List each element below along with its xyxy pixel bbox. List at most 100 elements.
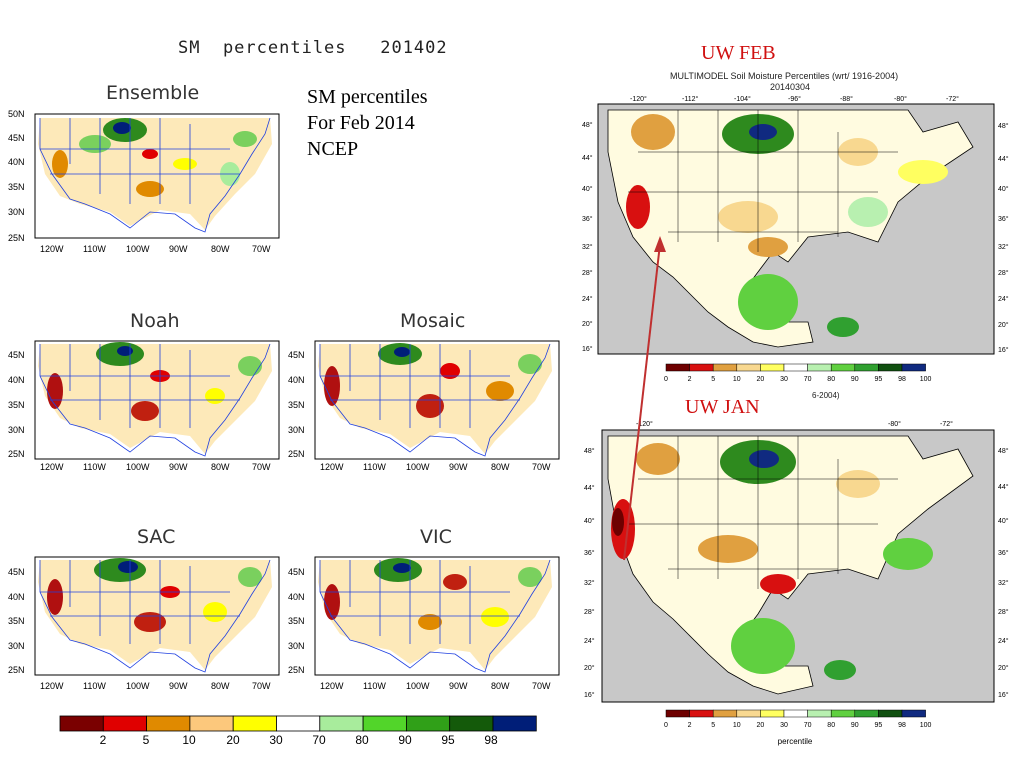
lat-label: 36° — [998, 215, 1009, 223]
legend-label: 80 — [355, 733, 369, 747]
uw-jan-title-fragment: 6-2004) — [812, 391, 840, 400]
lat-label: 40° — [998, 185, 1009, 193]
legend-swatch — [783, 363, 808, 372]
legend-swatches — [665, 709, 926, 718]
lon-label: 90W — [169, 244, 188, 254]
uw-jan-left-lat: 48° 44° 40° 36° 32° 28° 24° 20° 16° — [584, 447, 595, 699]
lon-label: 120W — [320, 681, 344, 691]
legend-label: 90 — [851, 376, 859, 383]
lat-label: 35N — [288, 616, 305, 626]
legend-labels: 0 2 5 10 20 30 70 80 90 95 98 100 — [664, 722, 931, 729]
lat-label: 48° — [998, 122, 1009, 130]
lat-label: 28° — [584, 608, 595, 616]
lon-label: -104° — [734, 95, 751, 103]
uw-feb-boundaries — [628, 110, 898, 252]
legend-swatches — [665, 363, 926, 372]
lon-label: 110W — [83, 462, 106, 472]
noah-state-lines — [39, 343, 271, 457]
caption-line-1: SM percentiles — [307, 86, 428, 108]
lon-label: 100W — [126, 244, 150, 254]
lat-label: 44° — [998, 155, 1009, 163]
uw-feb-map: -120° -112° -104° -96° -88° -80° -72° 48… — [582, 95, 1009, 355]
legend-swatch — [830, 363, 856, 372]
mosaic-state-lines — [319, 343, 551, 457]
uw-jan-top-lon: -120° -80° -72° — [636, 420, 953, 428]
lat-label: 40N — [8, 157, 25, 167]
ensemble-map: 50N 45N 40N 35N 30N 25N 120W 110W 100W 9… — [8, 109, 280, 254]
legend-label: 2 — [100, 733, 107, 747]
panel-title-mosaic: Mosaic — [400, 310, 466, 332]
vic-lat-labels: 45N 40N 35N 30N 25N — [288, 567, 305, 675]
lon-label: 120W — [40, 462, 64, 472]
lon-label: 70W — [252, 462, 271, 472]
lon-label: 90W — [449, 681, 468, 691]
lat-label: 45N — [8, 133, 25, 143]
lat-label: 25N — [8, 665, 25, 675]
legend-label: 98 — [484, 733, 498, 747]
lat-label: 24° — [582, 295, 593, 303]
lon-label: 90W — [169, 462, 188, 472]
uw-feb-left-lat: 48° 44° 40° 36° 32° 28° 24° 20° 16° — [582, 121, 593, 353]
legend-swatch — [760, 363, 785, 372]
lat-label: 30N — [8, 641, 25, 651]
legend-label: 98 — [898, 376, 906, 383]
legend-swatches — [59, 715, 537, 732]
legend-label: 95 — [441, 733, 455, 747]
legend-label: 10 — [182, 733, 196, 747]
lat-label: 25N — [8, 449, 25, 459]
lat-label: 32° — [998, 579, 1009, 587]
arrow-head-icon — [654, 236, 666, 252]
legend-swatch — [830, 709, 856, 718]
lat-label: 44° — [584, 484, 595, 492]
lat-label: 45N — [288, 350, 305, 360]
legend-label: 70 — [804, 376, 812, 383]
lon-label: 120W — [40, 681, 64, 691]
legend-swatch — [854, 709, 879, 718]
sac-state-lines — [39, 559, 271, 673]
uw-jan-right-lat: 48° 44° 40° 36° 32° 28° 24° 20° 16° — [998, 447, 1009, 699]
mosaic-lat-labels: 45N 40N 35N 30N 25N — [288, 350, 305, 459]
caption: SM percentiles For Feb 2014 NCEP — [307, 84, 428, 162]
lat-label: 36° — [998, 549, 1009, 557]
legend-swatch — [807, 363, 832, 372]
lat-label: 44° — [998, 483, 1009, 491]
lon-label: 80W — [211, 462, 230, 472]
lat-label: 20° — [998, 321, 1009, 329]
legend-swatch — [807, 709, 832, 718]
lat-label: 48° — [998, 447, 1009, 455]
lat-label: 20° — [582, 320, 593, 328]
legend-label: 90 — [851, 722, 859, 729]
lon-label: 110W — [83, 244, 106, 254]
legend-label: 70 — [804, 722, 812, 729]
uw-feb-date: 20140304 — [770, 82, 811, 92]
lat-label: 32° — [998, 243, 1009, 251]
uw-feb-land — [607, 109, 974, 348]
legend-label: 0 — [664, 722, 668, 729]
legend-swatch — [59, 715, 104, 732]
legend-label: 20 — [757, 722, 765, 729]
panel-title-ensemble: Ensemble — [106, 82, 200, 104]
legend-label: 10 — [733, 376, 741, 383]
legend-swatch — [319, 715, 364, 732]
legend-labels: 0 2 5 10 20 30 70 80 90 95 98 100 — [664, 376, 931, 383]
uw-jan-label: UW JAN — [685, 396, 760, 418]
main-title: SM percentiles 201402 — [178, 38, 448, 58]
lat-label: 36° — [584, 549, 595, 557]
lon-label: 100W — [406, 462, 430, 472]
uw-jan-boundaries — [628, 436, 898, 589]
legend-label: 95 — [875, 722, 883, 729]
uw-jan-legend: 0 2 5 10 20 30 70 80 90 95 98 100 percentile — [664, 709, 932, 746]
legend-label: 70 — [312, 733, 326, 747]
lon-label: -72° — [946, 95, 959, 103]
lat-label: 20° — [998, 664, 1009, 672]
lat-label: 20° — [584, 664, 595, 672]
lat-label: 16° — [582, 345, 593, 353]
uw-feb-label: UW FEB — [701, 42, 776, 64]
sac-lat-labels: 45N 40N 35N 30N 25N — [8, 567, 25, 675]
legend-swatch — [492, 715, 537, 732]
lat-label: 24° — [998, 295, 1009, 303]
legend-label: 5 — [711, 376, 715, 383]
legend-swatch — [102, 715, 147, 732]
lat-label: 25N — [288, 449, 305, 459]
lat-label: 45N — [288, 567, 305, 577]
